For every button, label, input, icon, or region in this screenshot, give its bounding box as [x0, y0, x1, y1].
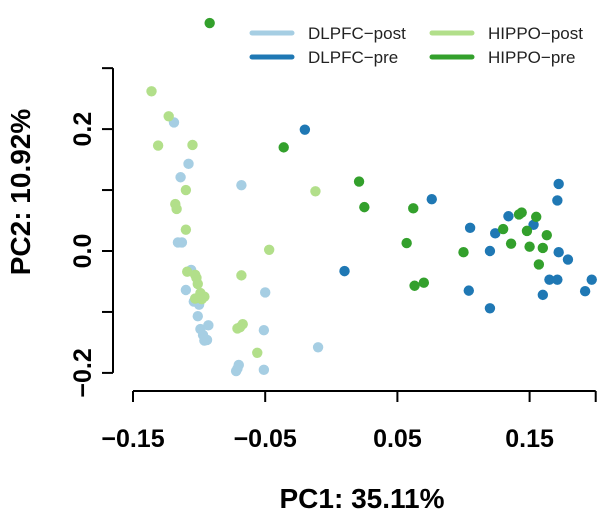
data-point [463, 285, 474, 296]
legend-label: DLPFC−pre [308, 48, 398, 67]
data-point [503, 211, 514, 222]
data-point [426, 193, 437, 205]
data-point [312, 342, 324, 353]
x-tick-label: 0.05 [373, 425, 422, 453]
data-point [258, 325, 270, 336]
data-point [458, 247, 469, 258]
data-point [531, 211, 542, 223]
legend-label: HIPPO−post [488, 24, 583, 43]
data-point [252, 347, 263, 358]
data-point [484, 245, 496, 257]
legend-label: DLPFC−post [308, 24, 406, 43]
data-point [278, 142, 289, 153]
data-point [490, 228, 501, 239]
x-tick-label: −0.15 [101, 425, 164, 453]
x-tick-label: −0.05 [234, 425, 297, 453]
data-point [524, 241, 535, 252]
data-point [203, 320, 214, 331]
data-point [497, 223, 509, 235]
legend-label: HIPPO−pre [488, 48, 575, 67]
data-point [146, 86, 157, 97]
data-point [180, 184, 192, 196]
data-point [537, 242, 549, 254]
data-point [544, 274, 555, 285]
data-point [180, 284, 192, 296]
data-point [171, 203, 182, 215]
data-point [199, 291, 210, 302]
data-point [260, 287, 271, 298]
data-point [528, 219, 539, 230]
x-axis-title: PC1: 35.11% [280, 483, 445, 512]
data-point [409, 280, 420, 291]
data-point [176, 237, 188, 248]
y-tick-label: −0.2 [69, 348, 97, 397]
data-point [339, 265, 350, 277]
x-axis-ticks: −0.15 −0.05 0.05 0.15 [101, 391, 597, 453]
y-tick-label: 0.0 [69, 234, 97, 269]
data-point [175, 172, 186, 183]
data-point [201, 334, 213, 346]
data-point [236, 270, 247, 281]
data-point [553, 178, 564, 190]
data-point [579, 286, 591, 297]
data-point [537, 289, 549, 301]
data-point [236, 179, 247, 191]
data-point [359, 201, 370, 213]
data-point [163, 111, 174, 122]
data-point [263, 244, 275, 255]
data-point [353, 176, 365, 187]
data-point [258, 364, 270, 376]
data-point [516, 207, 527, 218]
data-point [541, 229, 552, 241]
data-point [418, 277, 430, 288]
data-point [552, 274, 563, 285]
y-axis-title: PC2: 10.92% [5, 109, 36, 276]
data-point [192, 311, 203, 322]
data-point [408, 203, 419, 214]
data-point [183, 158, 194, 170]
data-point [187, 139, 198, 151]
y-tick-label: 0.2 [69, 112, 97, 147]
data-point [586, 274, 597, 285]
data-point [182, 266, 193, 277]
data-point [521, 225, 533, 237]
data-point [401, 237, 412, 249]
data-point [562, 254, 574, 265]
data-point [230, 365, 242, 377]
data-points [146, 17, 597, 377]
data-point [552, 195, 563, 206]
data-point [533, 259, 545, 270]
y-axis-ticks: −0.2 0.0 0.2 [69, 67, 113, 398]
data-point [484, 303, 496, 314]
data-point [180, 224, 192, 235]
data-point [505, 238, 517, 249]
data-point [310, 186, 321, 197]
data-point [204, 17, 215, 29]
data-point [464, 222, 476, 234]
data-point [152, 140, 164, 151]
data-point [299, 124, 311, 135]
data-point [553, 247, 564, 258]
x-tick-label: 0.15 [505, 425, 554, 453]
data-point [192, 278, 203, 290]
legend: DLPFC−post DLPFC−pre HIPPO−post HIPPO−pre [249, 24, 583, 67]
data-point [237, 318, 248, 330]
